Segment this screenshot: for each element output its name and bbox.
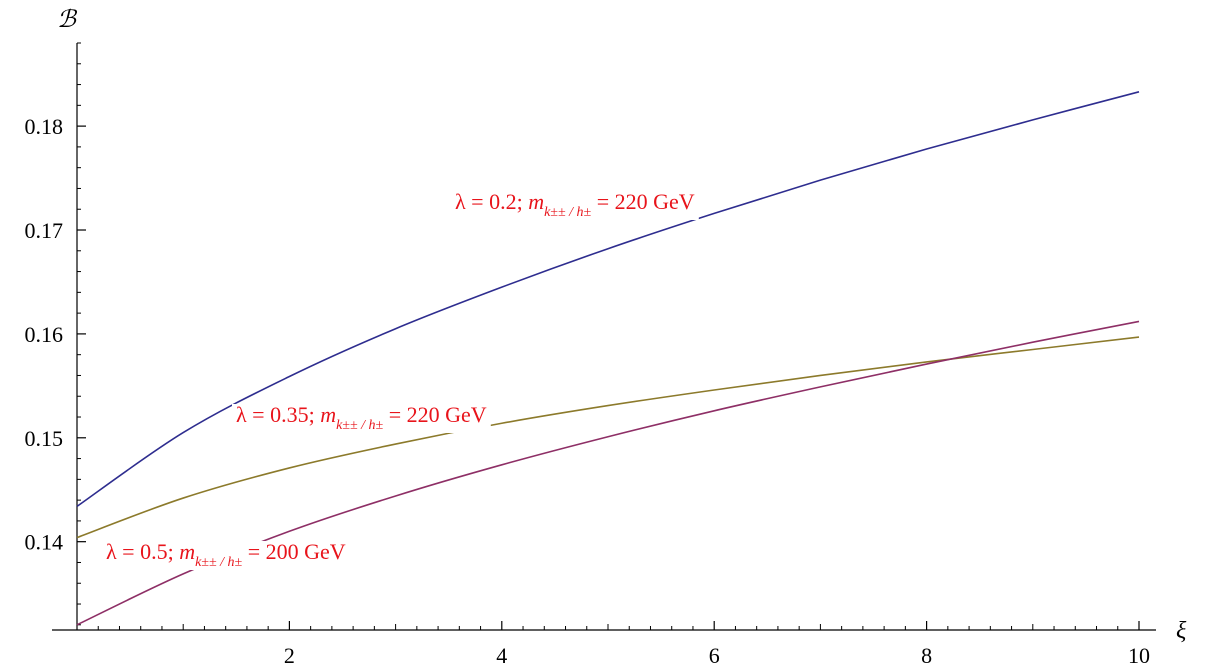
- annotation-mass-symbol: m: [528, 189, 544, 214]
- minor-ticks: [77, 42, 1119, 630]
- series-line-2: [76, 320, 1140, 626]
- x-tick-label: 2: [284, 643, 295, 668]
- y-tick-label: 0.14: [25, 530, 64, 555]
- annotation-subscript: k±± / h±: [544, 205, 591, 220]
- axes: 2 4 6 8 10 0.14 0.15 0.16 0.17 0.18: [25, 42, 1156, 668]
- annotation-1: λ = 0.35; mk±± / h± = 220 GeV: [232, 402, 491, 433]
- annotation-background: [451, 191, 699, 220]
- annotation-mass-symbol: m: [179, 539, 195, 564]
- x-tick-label: 6: [709, 643, 720, 668]
- annotation-subscript: k±± / h±: [336, 418, 383, 433]
- y-tick-label: 0.16: [25, 322, 64, 347]
- major-ticks: 2 4 6 8 10 0.14 0.15 0.16 0.17 0.18: [25, 114, 1151, 668]
- x-tick-label: 8: [921, 643, 932, 668]
- annotation-label: λ = 0.2; mk±± / h± = 220 GeV: [455, 189, 695, 220]
- annotation-value: = 200 GeV: [242, 539, 346, 564]
- annotation-mass-symbol: m: [320, 402, 336, 427]
- x-tick-label: 4: [496, 643, 507, 668]
- annotation-label: λ = 0.5; mk±± / h± = 200 GeV: [106, 539, 346, 570]
- annotation-0: λ = 0.2; mk±± / h± = 220 GeV: [451, 189, 699, 220]
- annotation-lambda: λ = 0.2;: [455, 189, 528, 214]
- y-tick-label: 0.15: [25, 426, 64, 451]
- y-axis-title: ℬ: [57, 7, 78, 33]
- annotation-2: λ = 0.5; mk±± / h± = 200 GeV: [102, 539, 350, 570]
- x-axis-title: ξ: [1176, 618, 1187, 644]
- x-tick-label: 10: [1128, 643, 1150, 668]
- annotation-label: λ = 0.35; mk±± / h± = 220 GeV: [236, 402, 487, 433]
- annotation-background: [232, 404, 491, 433]
- y-tick-label: 0.18: [25, 114, 64, 139]
- y-tick-label: 0.17: [25, 218, 64, 243]
- annotation-background: [102, 541, 350, 570]
- annotation-value: = 220 GeV: [591, 189, 695, 214]
- annotation-value: = 220 GeV: [383, 402, 487, 427]
- annotation-lambda: λ = 0.35;: [236, 402, 320, 427]
- series-line-0: [76, 91, 1140, 508]
- annotation-subscript: k±± / h±: [195, 555, 242, 570]
- annotation-lambda: λ = 0.5;: [106, 539, 179, 564]
